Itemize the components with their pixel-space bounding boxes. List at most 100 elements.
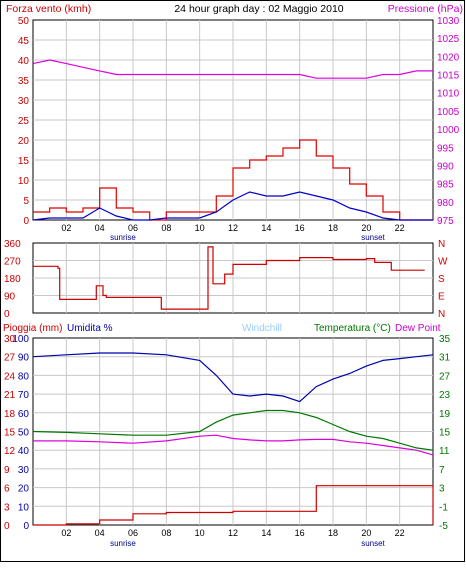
direction-y-tick: 180 <box>4 274 21 285</box>
pressure-y-tick: 1015 <box>437 71 460 82</box>
dewpoint-title: Dew Point <box>395 323 441 334</box>
temperature-y-tick: 27 <box>439 371 451 382</box>
pressure-line <box>32 59 433 79</box>
humidity-y-tick: 0 <box>23 521 29 532</box>
wind-y-tick: 0 <box>23 216 29 227</box>
x-tick-label: 22 <box>395 528 405 538</box>
direction-y-tick: 270 <box>4 257 21 268</box>
direction-y-tick: 90 <box>4 292 16 303</box>
humidity-y-tick: 20 <box>18 484 30 495</box>
x-tick-label: 12 <box>228 223 238 233</box>
rain-y-tick: 3 <box>4 502 10 513</box>
wind-y-tick: 35 <box>18 76 30 87</box>
sunrise-label: sunrise <box>110 233 136 242</box>
pressure-y-tick: 1020 <box>437 52 460 63</box>
temperature-y-tick: 31 <box>439 353 451 364</box>
x-tick-label: 04 <box>95 528 105 538</box>
pressure-y-tick: 1000 <box>437 125 460 136</box>
compass-label: N <box>438 239 445 250</box>
temperature-y-tick: 11 <box>439 446 450 457</box>
humidity-y-tick: 10 <box>18 502 30 513</box>
humidity-line <box>32 352 434 403</box>
x-tick-label: 04 <box>95 223 105 233</box>
temperature-title: Temperatura (°C) <box>314 323 391 334</box>
graph-date-title: 24 hour graph day : 02 Maggio 2010 <box>174 3 343 15</box>
wind-y-tick: 20 <box>18 136 30 147</box>
rain-y-tick: 0 <box>4 521 10 532</box>
temperature-y-tick: 3 <box>439 484 445 495</box>
temperature-y-tick: 19 <box>439 409 451 420</box>
temperature-y-tick: 23 <box>439 390 451 401</box>
humidity-y-tick: 40 <box>18 446 30 457</box>
humidity-title: Umidita % <box>67 323 113 334</box>
rain-y-tick: 15 <box>4 428 16 439</box>
humidity-y-tick: 60 <box>18 409 30 420</box>
humidity-y-tick: 90 <box>18 353 30 364</box>
wind-y-tick: 15 <box>18 156 30 167</box>
temperature-y-tick: 15 <box>439 428 451 439</box>
wind-y-tick: 10 <box>18 176 30 187</box>
humidity-y-tick: 50 <box>18 428 30 439</box>
humidity-y-tick: 80 <box>18 371 30 382</box>
pressure-y-tick: 995 <box>437 143 454 154</box>
windchill-title: Windchill <box>242 323 282 334</box>
rain-y-tick: 18 <box>4 409 16 420</box>
sunset-label: sunset <box>361 233 385 242</box>
direction-y-tick: 0 <box>4 309 10 320</box>
rain-y-tick: 6 <box>4 484 10 495</box>
wind-direction-line <box>33 246 425 310</box>
wind-y-tick: 50 <box>18 16 30 27</box>
x-tick-label: 16 <box>295 528 305 538</box>
wind-y-tick: 5 <box>23 196 29 207</box>
x-tick-label: 14 <box>261 528 271 538</box>
x-tick-label: 14 <box>261 223 271 233</box>
pressure-title: Pressione (hPa) <box>388 3 463 15</box>
pressure-y-tick: 1010 <box>437 89 460 100</box>
x-tick-label: 02 <box>61 528 71 538</box>
x-tick-label: 02 <box>61 223 71 233</box>
x-tick-label: 16 <box>295 223 305 233</box>
pressure-y-tick: 990 <box>437 161 454 172</box>
pressure-y-tick: 985 <box>437 180 454 191</box>
temperature-y-tick: -1 <box>439 502 448 513</box>
compass-label: N <box>438 309 445 320</box>
x-tick-label: 18 <box>328 528 338 538</box>
rain-title: Pioggia (mm) <box>3 323 62 334</box>
rain-y-tick: 24 <box>4 371 16 382</box>
rain-line <box>33 485 434 526</box>
rain-y-tick: 21 <box>4 390 16 401</box>
x-tick-label: 10 <box>195 223 205 233</box>
wind-speed-title: Forza vento (kmh) <box>6 3 91 15</box>
dewpoint-line <box>33 434 434 456</box>
rain-y-tick: 30 <box>4 334 16 345</box>
x-tick-label: 20 <box>361 528 371 538</box>
temperature-y-tick: 35 <box>439 334 451 345</box>
temperature-y-tick: -5 <box>439 521 448 532</box>
compass-label: W <box>438 257 448 268</box>
compass-label: S <box>438 274 445 285</box>
humidity-y-tick: 100 <box>12 334 29 345</box>
pressure-y-tick: 1005 <box>437 107 460 118</box>
x-tick-label: 10 <box>195 528 205 538</box>
pressure-y-tick: 1025 <box>437 34 460 45</box>
x-tick-label: 08 <box>161 528 171 538</box>
wind-y-tick: 30 <box>18 96 30 107</box>
x-tick-label: 06 <box>128 223 138 233</box>
rain-y-tick: 9 <box>4 465 10 476</box>
x-tick-label: 06 <box>128 528 138 538</box>
x-tick-label: 20 <box>361 223 371 233</box>
compass-label: E <box>438 292 445 303</box>
wind-y-tick: 40 <box>18 56 30 67</box>
x-tick-label: 12 <box>228 528 238 538</box>
wind-y-tick: 25 <box>18 116 30 127</box>
direction-y-tick: 360 <box>4 239 21 250</box>
temperature-line <box>32 409 434 451</box>
pressure-y-tick: 980 <box>437 198 454 209</box>
wind-average-line <box>32 191 433 221</box>
pressure-y-tick: 1030 <box>437 16 460 27</box>
humidity-y-tick: 70 <box>18 390 30 401</box>
x-tick-label: 08 <box>161 223 171 233</box>
temperature-y-tick: 7 <box>439 465 445 476</box>
